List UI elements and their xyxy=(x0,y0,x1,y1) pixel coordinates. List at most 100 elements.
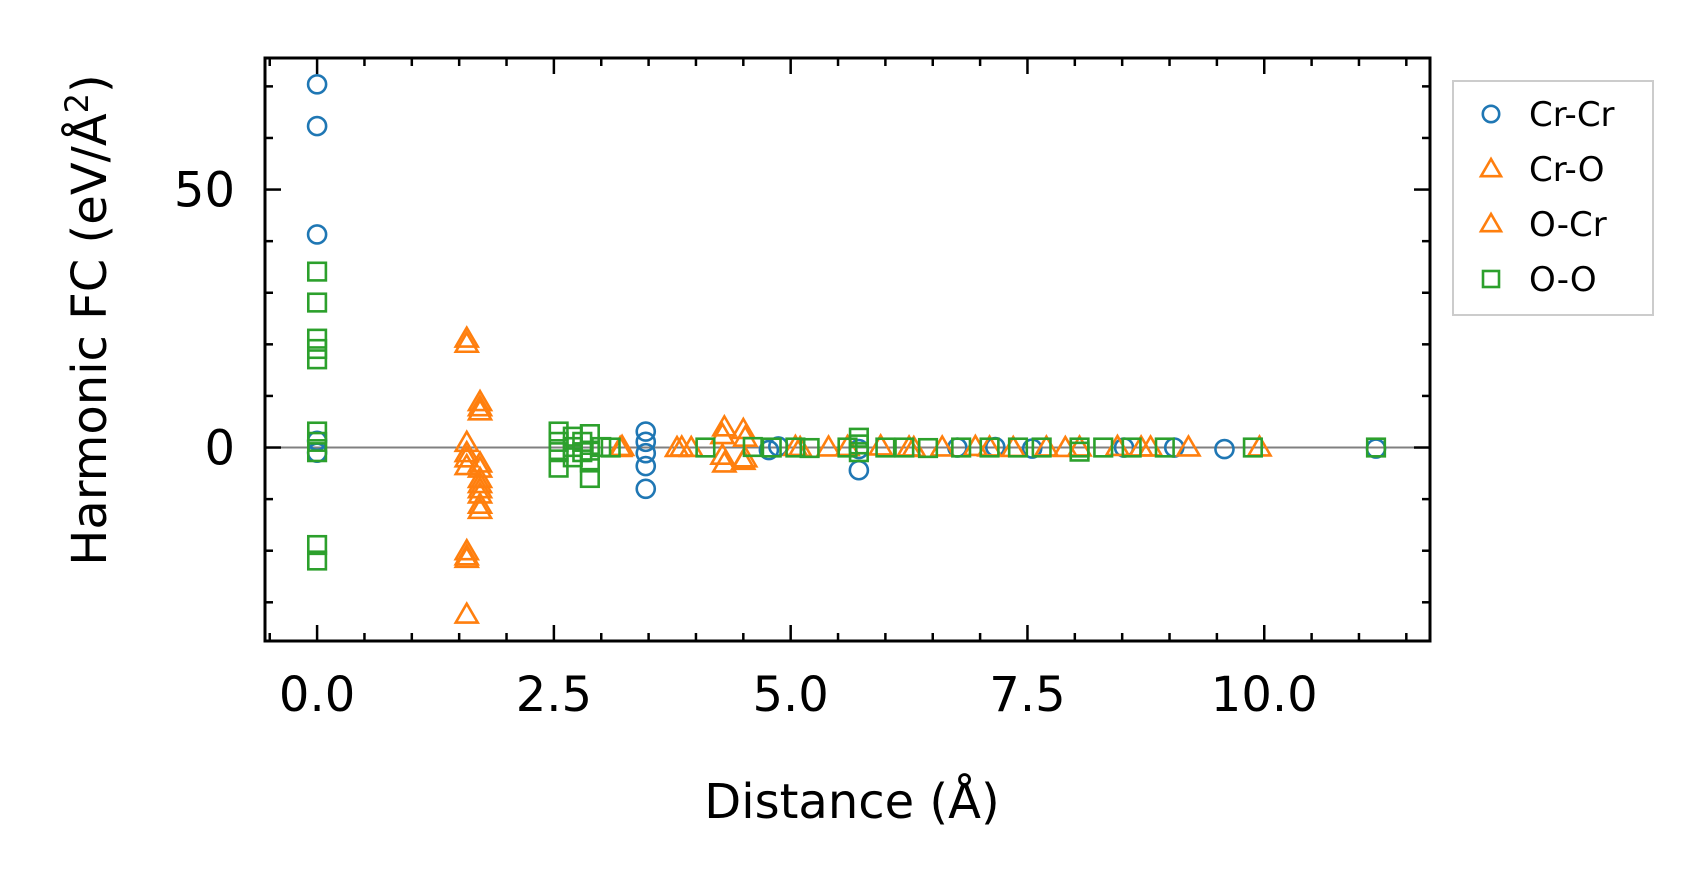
point-o-o xyxy=(785,437,806,458)
point-o-o xyxy=(579,452,600,473)
point-cr-o xyxy=(867,432,894,456)
x-tick-label: 10.0 xyxy=(1211,667,1318,723)
x-tick-label: 5.0 xyxy=(752,667,828,723)
axis-ticks xyxy=(265,58,1430,641)
point-o-o xyxy=(917,437,939,459)
point-cr-o xyxy=(453,537,481,561)
legend-item-o-cr: O-Cr xyxy=(1478,205,1607,245)
point-o-o xyxy=(1154,437,1175,458)
point-o-o xyxy=(306,261,328,282)
x-tick-label: 2.5 xyxy=(516,667,592,723)
point-o-o xyxy=(848,442,869,463)
x-tick-label: 7.5 xyxy=(989,667,1065,723)
point-o-o xyxy=(695,437,716,458)
data-points xyxy=(306,73,1387,624)
point-cr-o xyxy=(1175,433,1202,457)
point-cr-cr xyxy=(306,224,328,245)
point-o-o xyxy=(579,467,600,489)
point-cr-o xyxy=(453,429,481,453)
point-o-o xyxy=(306,328,328,349)
point-cr-o xyxy=(453,325,481,348)
legend-marker-o-o xyxy=(1481,269,1501,289)
y-tick-label: 0 xyxy=(204,421,235,477)
point-o-cr xyxy=(711,449,738,473)
point-o-cr xyxy=(453,330,481,354)
point-o-o xyxy=(548,457,569,478)
x-tick-label: 0.0 xyxy=(279,667,355,723)
point-o-cr xyxy=(466,397,494,421)
point-o-o xyxy=(306,442,328,463)
plot-frame xyxy=(263,56,1432,643)
legend-marker-cr-cr xyxy=(1481,104,1501,124)
point-cr-cr xyxy=(306,73,328,95)
point-o-cr xyxy=(466,480,494,504)
axis-tick-labels: 0.0 2.5 5.0 7.5 10.0 0 50 xyxy=(174,163,1318,723)
point-o-o xyxy=(1007,437,1029,458)
point-o-cr xyxy=(711,413,738,437)
point-o-o xyxy=(742,436,763,458)
legend-item-o-o: O-O xyxy=(1481,260,1597,300)
point-o-cr xyxy=(453,542,481,566)
legend: Cr-Cr Cr-O O-Cr O-O xyxy=(1452,80,1654,316)
point-o-cr xyxy=(466,393,494,417)
point-cr-cr xyxy=(306,115,328,137)
point-o-o xyxy=(306,292,328,313)
y-axis-label-end: ) xyxy=(62,74,118,93)
point-o-o xyxy=(548,442,569,463)
point-o-o xyxy=(979,437,1000,458)
legend-label-cr-o: Cr-O xyxy=(1529,150,1605,190)
point-o-o xyxy=(306,338,328,360)
point-cr-cr xyxy=(635,431,657,453)
point-o-cr xyxy=(608,433,636,457)
point-cr-cr xyxy=(1214,438,1235,460)
point-o-o xyxy=(579,440,600,461)
point-cr-o xyxy=(815,433,842,457)
legend-marker-cr-o xyxy=(1478,156,1504,178)
legend-item-cr-o: Cr-O xyxy=(1478,150,1605,190)
point-cr-cr xyxy=(635,455,657,477)
point-o-cr xyxy=(668,433,696,457)
series-o-o xyxy=(306,261,1387,571)
point-o-o xyxy=(761,437,782,458)
point-o-o xyxy=(875,437,896,458)
series-o-cr xyxy=(453,330,1155,566)
point-o-o xyxy=(306,550,328,571)
point-o-cr xyxy=(453,452,481,476)
point-cr-cr xyxy=(635,442,657,464)
point-o-o xyxy=(1365,437,1387,458)
point-cr-o xyxy=(453,444,481,468)
point-o-o xyxy=(1093,437,1114,458)
point-o-o xyxy=(1121,437,1142,458)
point-o-o xyxy=(548,421,569,442)
point-o-cr xyxy=(453,439,481,463)
point-cr-cr xyxy=(635,478,657,500)
legend-marker-o-cr xyxy=(1478,211,1504,233)
legend-label-o-cr: O-Cr xyxy=(1529,205,1607,245)
point-o-cr xyxy=(730,447,757,471)
legend-item-cr-cr: Cr-Cr xyxy=(1481,95,1615,135)
point-o-o xyxy=(600,437,621,458)
point-o-o xyxy=(306,421,328,442)
x-axis-label: Distance (Å) xyxy=(704,773,999,830)
point-o-o xyxy=(951,437,972,458)
point-cr-cr xyxy=(635,421,657,442)
point-o-cr xyxy=(466,470,494,494)
point-o-o xyxy=(799,437,820,459)
y-axis-label-main: Harmonic FC (eV/Å xyxy=(61,113,118,566)
y-axis-label: Harmonic FC (eV/Å2) xyxy=(58,74,118,566)
point-cr-cr xyxy=(758,439,780,461)
point-o-o xyxy=(1069,441,1090,462)
y-tick-label: 50 xyxy=(174,163,235,219)
legend-label-cr-cr: Cr-Cr xyxy=(1529,95,1615,135)
point-o-o xyxy=(306,349,328,370)
point-cr-o xyxy=(709,442,736,466)
point-o-cr xyxy=(466,496,494,520)
point-o-o xyxy=(306,431,328,452)
point-o-cr xyxy=(466,455,494,478)
legend-label-o-o: O-O xyxy=(1529,260,1597,300)
point-cr-o xyxy=(453,601,481,624)
point-o-o xyxy=(1242,437,1263,458)
point-o-o xyxy=(306,534,328,556)
point-o-o xyxy=(548,431,569,452)
